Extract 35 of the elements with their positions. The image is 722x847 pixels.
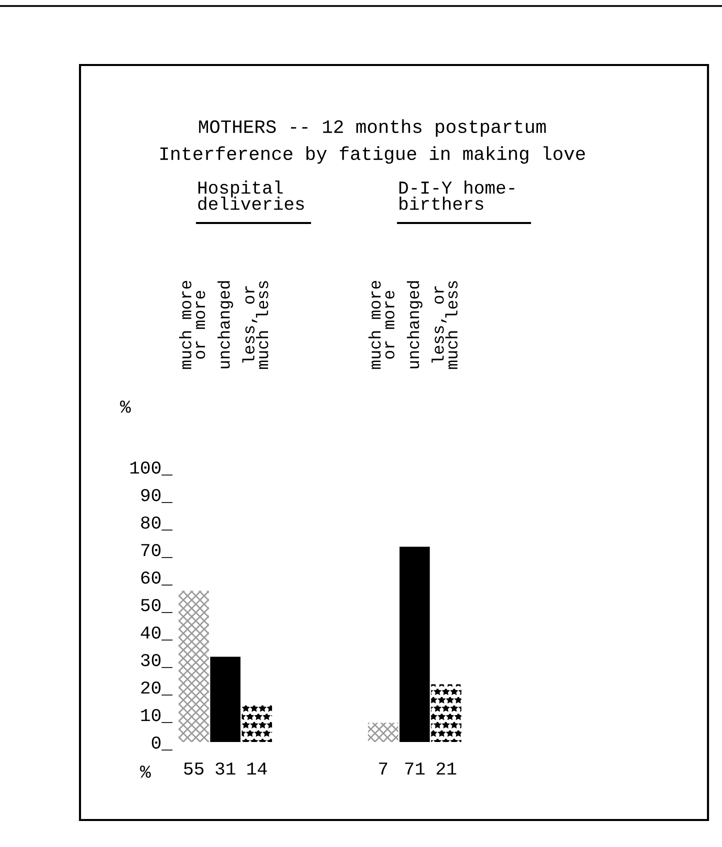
y-tick-label: 10_ bbox=[141, 708, 172, 723]
y-tick-label: 60_ bbox=[141, 571, 172, 586]
x-tick-label: less, or much less bbox=[242, 281, 268, 369]
bar bbox=[400, 546, 430, 742]
data-label: 7 bbox=[379, 762, 388, 775]
chart-subtitle: Interference by fatigue in making love bbox=[160, 146, 585, 164]
text: % bbox=[140, 766, 151, 778]
bar bbox=[178, 590, 209, 742]
x-tick-label: much more or more bbox=[179, 280, 206, 369]
data-label: 14 bbox=[247, 762, 267, 775]
data-label: 55 bbox=[184, 762, 204, 775]
y-tick-label: 80_ bbox=[141, 516, 172, 530]
y-tick-label: 90_ bbox=[141, 488, 172, 503]
bar bbox=[368, 722, 398, 742]
chart-title: MOTHERS -- 12 months postpartum bbox=[199, 119, 546, 137]
x-tick-label: much more or more bbox=[368, 280, 394, 369]
x-tick-label: unchanged bbox=[218, 281, 234, 368]
text: D-I-Y home- birthers bbox=[399, 180, 514, 210]
y-tick-label: 100_ bbox=[130, 461, 172, 476]
data-label: 31 bbox=[216, 762, 236, 775]
bar bbox=[242, 704, 272, 742]
x-tick-label: less, or much less bbox=[432, 281, 458, 369]
data-label: 71 bbox=[405, 762, 425, 775]
y-tick-label: 30_ bbox=[141, 654, 172, 668]
bar bbox=[431, 684, 462, 742]
y-tick-label: 70_ bbox=[141, 544, 172, 558]
data-label: 21 bbox=[436, 762, 456, 775]
y-tick-label: 50_ bbox=[141, 598, 172, 613]
y-tick-label: 40_ bbox=[140, 626, 172, 640]
x-tick-label: unchanged bbox=[406, 281, 422, 368]
y-axis-title: % bbox=[120, 400, 131, 413]
text: Hospital deliveries bbox=[198, 180, 304, 210]
bar bbox=[210, 656, 240, 742]
y-tick-label: 20_ bbox=[141, 681, 172, 696]
y-tick-label: 0_ bbox=[152, 736, 172, 750]
